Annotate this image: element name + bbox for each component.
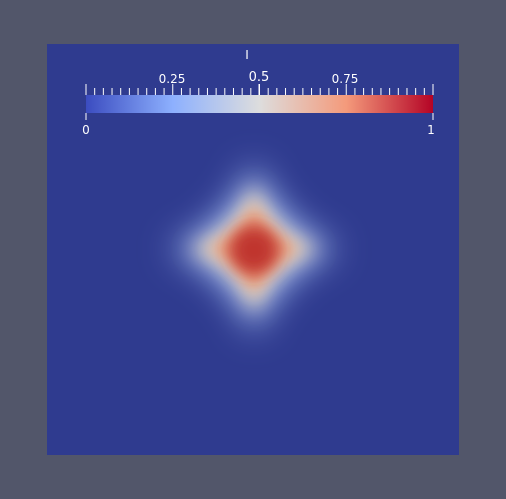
colorbar-tick-label: 0.5: [248, 70, 270, 85]
colorbar-tick-label: 0.25: [158, 72, 186, 86]
colorbar-title: I: [245, 48, 249, 62]
render-view[interactable]: I 0.25 0.5 0.75 0 1: [47, 44, 459, 455]
colorbar-min-label: 0: [82, 123, 90, 137]
colorbar-max-label: 1: [427, 123, 435, 137]
scalar-field-blob: [169, 161, 339, 337]
field-peak: [230, 226, 278, 274]
colorbar: [85, 84, 434, 120]
colorbar-tick-label: 0.75: [331, 72, 359, 86]
colorbar-ticks: [85, 84, 434, 95]
colorbar-gradient: [86, 95, 433, 113]
